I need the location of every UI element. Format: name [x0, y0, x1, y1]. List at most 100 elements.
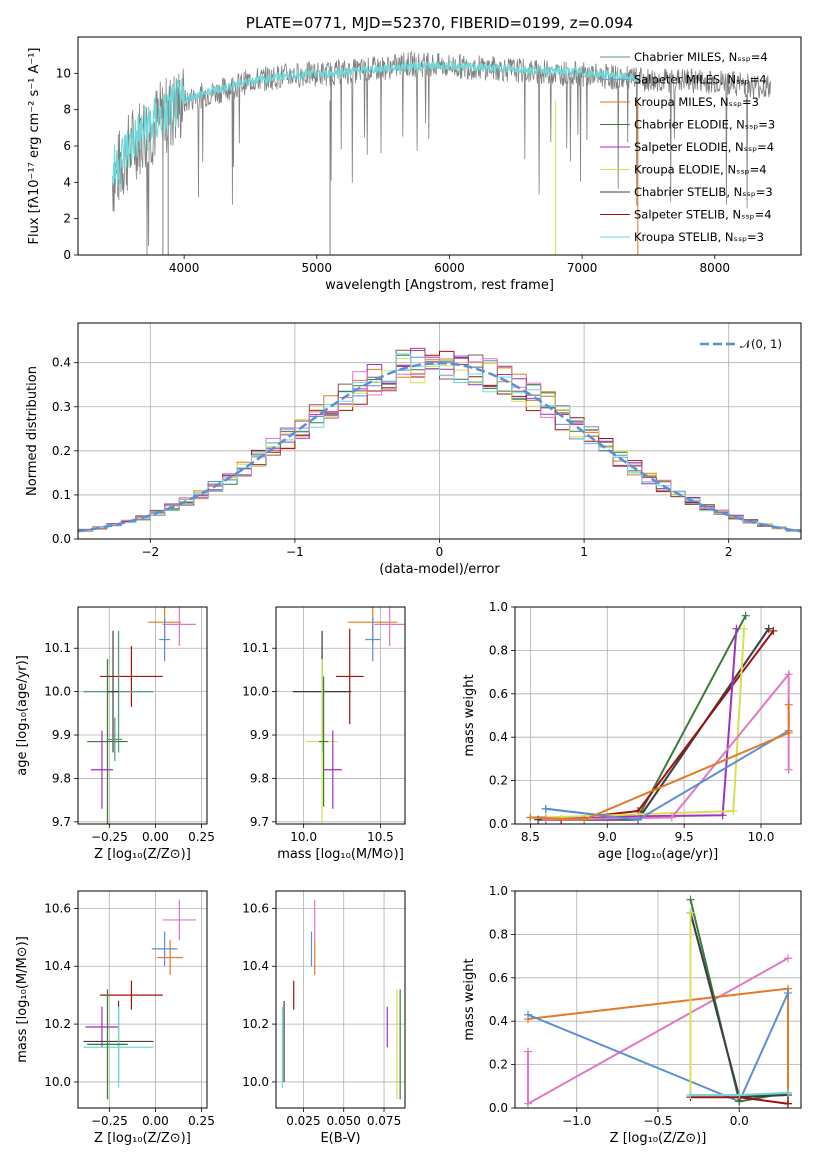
x-axis-label: Z [log₁₀(Z/Z⊙)]: [610, 1131, 707, 1146]
error-bar-point: [159, 617, 171, 662]
legend-label: Chabrier MILES, Nₛₛₚ=4: [634, 50, 768, 64]
x-tick-label: 6000: [434, 261, 465, 275]
y-tick-label: 0.3: [52, 400, 71, 414]
error-bar-point: [90, 730, 114, 809]
legend-label: Salpeter MILES, Nₛₛₚ=4: [634, 73, 767, 87]
x-tick-label: 0.075: [367, 1114, 401, 1128]
x-tick-label: 10.0: [290, 830, 317, 844]
weight-vs-Z-plot: [524, 895, 792, 1108]
x-tick-label: 10.5: [367, 830, 394, 844]
y-tick-label: 0.8: [489, 927, 508, 941]
legend: Chabrier MILES, Nₛₛₚ=4 Salpeter MILES, Nₛ…: [600, 50, 775, 244]
mass-vs-Z-plot: [83, 899, 196, 1100]
plot-frame: [77, 322, 802, 540]
age-vs-mass-plot: [292, 607, 405, 824]
error-bar-point: [100, 980, 163, 1010]
y-axis-label: Flux [fλ10⁻¹⁷ erg cm⁻² s⁻¹ A⁻¹]: [27, 48, 42, 245]
error-bar-point: [162, 899, 196, 941]
weight-line: [530, 704, 790, 821]
weight-vs-age-plot: [526, 611, 793, 824]
y-tick-label: 1.0: [489, 600, 508, 614]
plot-frame: [77, 606, 208, 825]
x-tick-label: 0.00: [142, 1114, 169, 1128]
error-bar-point: [83, 630, 154, 753]
y-tick-label: 9.7: [250, 815, 269, 829]
error-bar-point: [157, 940, 184, 975]
x-tick-label: 5000: [302, 261, 333, 275]
y-tick-label: 10.1: [44, 641, 71, 655]
x-tick-label: 0.050: [327, 1114, 361, 1128]
y-tick-label: 10.2: [242, 1017, 269, 1031]
y-tick-label: 0.1: [52, 488, 71, 502]
x-tick-label: 2: [725, 545, 733, 559]
spectrum-line-observed: [112, 50, 771, 255]
x-tick-label: 9.0: [598, 830, 617, 844]
weight-vs-Z-panel: −1.0 −0.5 0.0 0.0 0.2 0.4 0.6 0.8 1.0 Z [log₁₀(Z/…: [462, 884, 802, 1146]
y-tick-label: 0.8: [489, 643, 508, 657]
x-tick-label: −0.25: [91, 830, 128, 844]
x-tick-label: 10.0: [748, 830, 775, 844]
y-tick-label: 10: [56, 66, 71, 80]
y-tick-label: 10.6: [44, 901, 71, 915]
x-axis-label: age [log₁₀(age/yr)]: [598, 847, 719, 862]
plot-frame: [514, 606, 802, 825]
x-tick-label: 4000: [169, 261, 200, 275]
y-tick-label: 10.1: [242, 641, 269, 655]
weight-line: [530, 615, 747, 819]
error-bar-point: [107, 717, 123, 762]
legend-label: Chabrier ELODIE, Nₛₛₚ=3: [634, 118, 775, 132]
error-bar-point: [162, 607, 196, 647]
x-tick-label: 7000: [567, 261, 598, 275]
legend-label: Chabrier STELIB, Nₛₛₚ=3: [634, 185, 773, 199]
y-tick-label: 10.0: [242, 1075, 269, 1089]
y-tick-label: 8: [63, 103, 71, 117]
error-bar-point: [319, 676, 329, 807]
x-tick-label: 0.00: [142, 830, 169, 844]
age-vs-Z-plot: [83, 607, 196, 824]
normal-curve: [78, 361, 801, 533]
error-bar-point: [87, 989, 128, 1100]
error-bar-point: [83, 1006, 154, 1088]
x-tick-label: 0.25: [188, 1114, 215, 1128]
y-tick-label: 0.2: [489, 1058, 508, 1072]
y-tick-label: 4: [63, 175, 71, 189]
x-tick-label: 9.5: [675, 830, 694, 844]
weight-line: [545, 671, 790, 821]
mass-vs-Z-panel: −0.25 0.00 0.25 10.0 10.2 10.4 10.6 Z [log₁₀(Z/…: [15, 890, 215, 1146]
y-tick-label: 1.0: [489, 884, 508, 898]
y-tick-label: 10.0: [44, 685, 71, 699]
legend-label: Kroupa STELIB, Nₛₛₚ=3: [634, 230, 764, 244]
x-tick-label: −0.25: [91, 1114, 128, 1128]
histogram-series: [78, 353, 801, 532]
y-tick-label: 0.0: [489, 1101, 508, 1115]
y-tick-label: 10.6: [242, 901, 269, 915]
mass-vs-EBV-panel: 0.025 0.050 0.075 10.0 10.2 10.4 10.6 E(B-V): [242, 890, 406, 1146]
y-tick-label: 9.9: [52, 728, 71, 742]
spectrum-line-model: [111, 60, 639, 187]
mass-vs-EBV-plot: [281, 899, 401, 1100]
x-tick-label: −0.5: [643, 1114, 672, 1128]
weight-line: [545, 628, 746, 819]
error-bar-point: [323, 730, 343, 809]
x-tick-label: −2: [141, 545, 159, 559]
plot-frame: [77, 36, 802, 256]
residuals-panel: −2 −1 0 1 2 0.0 0.1 0.2 0.3 0.4 (data-model)/error…: [25, 322, 802, 577]
y-tick-label: 10.0: [242, 685, 269, 699]
age-vs-Z-panel: −0.25 0.00 0.25 9.7 9.8 9.9 10.0 10.1 Z [log₁₀(Z…: [15, 606, 215, 862]
residuals-plot: [78, 347, 801, 533]
error-bar-point: [151, 931, 178, 967]
x-axis-label: E(B-V): [320, 1131, 360, 1146]
error-bar-point: [87, 659, 128, 824]
spectrum-panel: 4000 5000 6000 7000 8000 0 2 4 6 8 10 wavelength [A…: [27, 14, 802, 293]
y-tick-label: 10.2: [44, 1017, 71, 1031]
x-tick-label: 0.25: [188, 830, 215, 844]
y-tick-label: 0.4: [489, 730, 508, 744]
x-axis-label: Z [log₁₀(Z/Z⊙)]: [94, 1131, 191, 1146]
error-bar-point: [335, 628, 364, 725]
y-tick-label: 0.0: [52, 532, 71, 546]
error-bar-point: [85, 1006, 119, 1048]
y-tick-label: 10.4: [44, 959, 71, 973]
x-tick-label: 0.025: [286, 1114, 320, 1128]
y-tick-label: 6: [63, 139, 71, 153]
